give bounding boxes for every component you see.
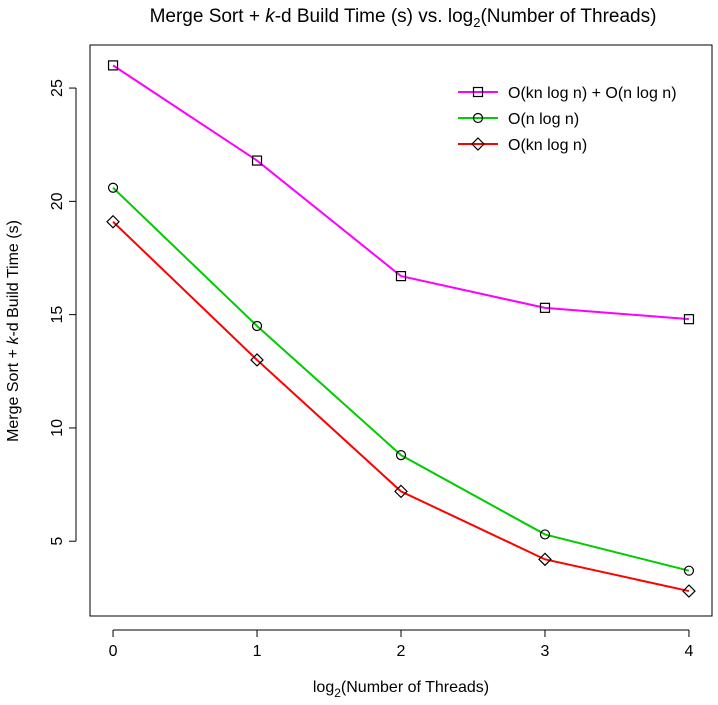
data-point	[106, 214, 120, 229]
y-tick-label: 10	[49, 419, 66, 437]
data-point	[107, 60, 119, 71]
x-axis: 0 1 2 3 4	[109, 629, 694, 660]
data-point	[539, 302, 551, 313]
x-tick-label: 4	[685, 643, 694, 660]
legend-label: O(kn log n) + O(n log n)	[508, 85, 677, 102]
legend-entry: O(kn log n) + O(n log n)	[458, 85, 677, 102]
legend-entry: O(kn log n)	[458, 137, 587, 154]
y-axis: 5 10 15 20 25	[49, 79, 77, 546]
data-point	[682, 584, 696, 598]
y-tick-label: 25	[49, 79, 66, 97]
y-tick-label: 20	[49, 192, 66, 210]
legend-marker	[472, 112, 484, 124]
data-point	[395, 450, 407, 461]
data-point	[250, 353, 264, 367]
plot-frame	[89, 44, 713, 617]
series-2	[106, 214, 696, 598]
x-tick-label: 0	[109, 643, 118, 660]
y-tick-label: 15	[49, 306, 66, 324]
legend-label: O(n log n)	[508, 111, 579, 128]
y-axis-title: Merge Sort + k-d Build Time (s)	[5, 220, 22, 442]
data-point	[251, 320, 263, 332]
legend-marker	[472, 86, 484, 98]
legend-entry: O(n log n)	[458, 111, 579, 128]
data-point	[395, 271, 407, 282]
data-point	[107, 182, 119, 193]
series-1	[107, 182, 695, 576]
chart-title: Merge Sort + k-d Build Time (s) vs. log2…	[150, 6, 657, 30]
data-point	[538, 552, 552, 567]
data-point	[539, 529, 551, 540]
legend-label: O(kn log n)	[508, 137, 587, 154]
x-tick-label: 2	[397, 643, 406, 660]
series-line	[112, 64, 690, 321]
series-line	[112, 187, 690, 572]
series-0	[107, 60, 695, 325]
series-line	[112, 221, 690, 593]
data-point	[683, 565, 695, 576]
data-point	[683, 314, 695, 325]
legend: O(kn log n) + O(n log n) O(n log n) O(kn l…	[458, 85, 677, 154]
legend-marker	[471, 137, 485, 151]
x-tick-label: 1	[253, 643, 262, 660]
y-tick-label: 5	[49, 537, 66, 546]
data-point	[394, 484, 408, 499]
series-layer	[106, 60, 696, 598]
x-axis-title: log2(Number of Threads)	[313, 679, 489, 700]
x-tick-label: 3	[541, 643, 550, 660]
data-point	[251, 155, 263, 166]
